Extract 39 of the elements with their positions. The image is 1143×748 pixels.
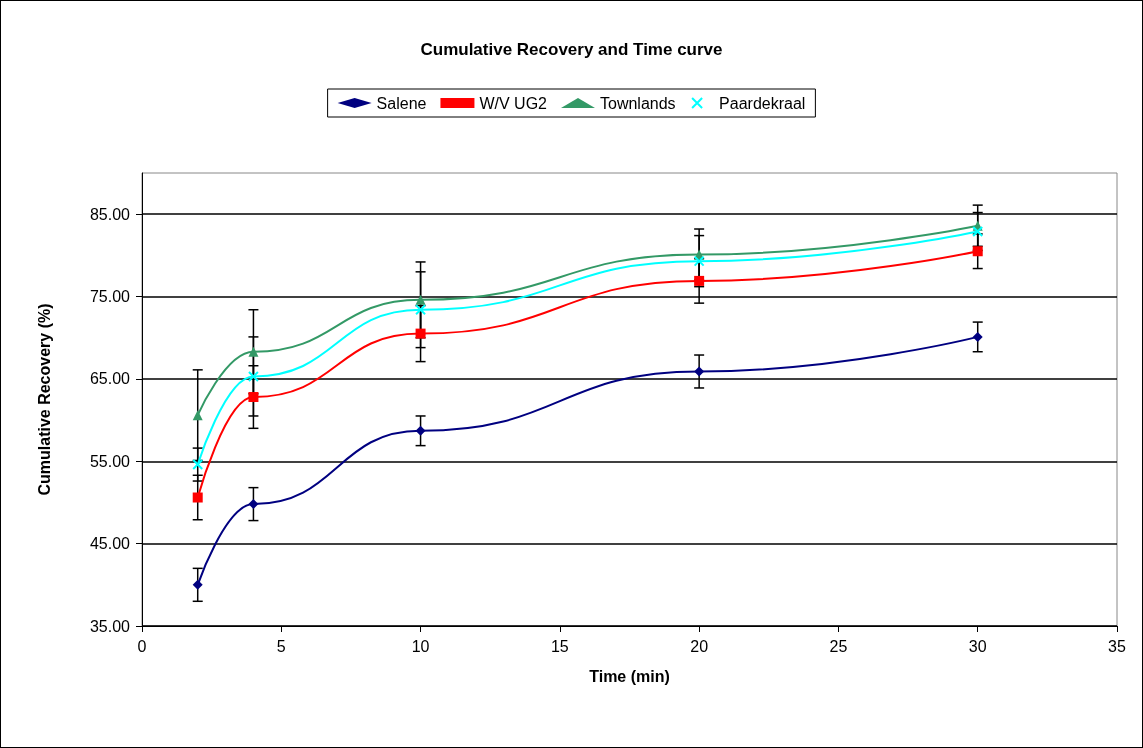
y-axis-title: Cumulative Recovery (%) (35, 303, 53, 496)
y-tick-label: 65.00 (89, 370, 131, 388)
x-tick-label: 5 (276, 637, 286, 655)
point (248, 392, 259, 403)
point (248, 346, 259, 357)
x-tick-label: 30 (968, 637, 987, 655)
legend-label: Salene (376, 94, 427, 112)
x-tick-label: 25 (829, 637, 848, 655)
point (694, 275, 705, 286)
x-axis-title: Time (min) (589, 667, 670, 685)
point (694, 366, 705, 377)
legend-label: W/V UG2 (479, 94, 548, 112)
y-tick-label: 55.00 (89, 452, 131, 470)
legend-label: Paardekraal (719, 94, 806, 112)
x-tick-label: 10 (411, 637, 430, 655)
point (192, 459, 204, 471)
chart-title: Cumulative Recovery and Time curve (420, 40, 723, 59)
x-tick-label: 0 (137, 637, 147, 655)
y-tick-label: 85.00 (89, 205, 131, 223)
point (192, 492, 203, 503)
point (248, 499, 259, 510)
point (693, 255, 705, 267)
point (247, 370, 259, 382)
point (415, 304, 427, 316)
point (415, 425, 426, 436)
point (192, 579, 203, 590)
point (972, 331, 983, 342)
point (415, 328, 426, 339)
point (415, 294, 426, 305)
y-tick-label: 75.00 (89, 288, 131, 306)
x-tick-label: 35 (1108, 637, 1126, 655)
point (972, 225, 984, 237)
point (972, 246, 983, 257)
legend-label: Townlands (600, 94, 676, 112)
x-tick-label: 15 (550, 637, 569, 655)
y-tick-label: 45.00 (89, 535, 131, 553)
point (192, 410, 203, 421)
x-tick-label: 20 (690, 637, 709, 655)
y-tick-label: 35.00 (89, 617, 131, 635)
